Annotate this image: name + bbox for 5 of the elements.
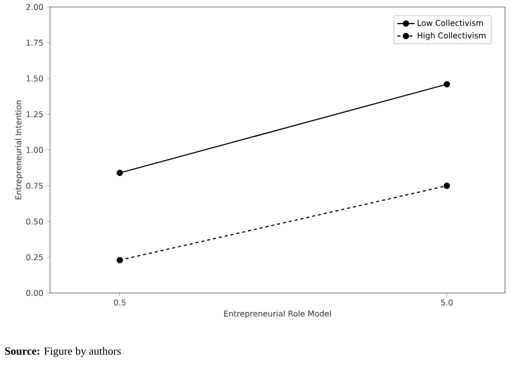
text: Source: Figure by authors [5, 347, 121, 357]
point [444, 81, 450, 88]
point [444, 182, 450, 189]
point [116, 256, 123, 264]
point [116, 170, 123, 176]
